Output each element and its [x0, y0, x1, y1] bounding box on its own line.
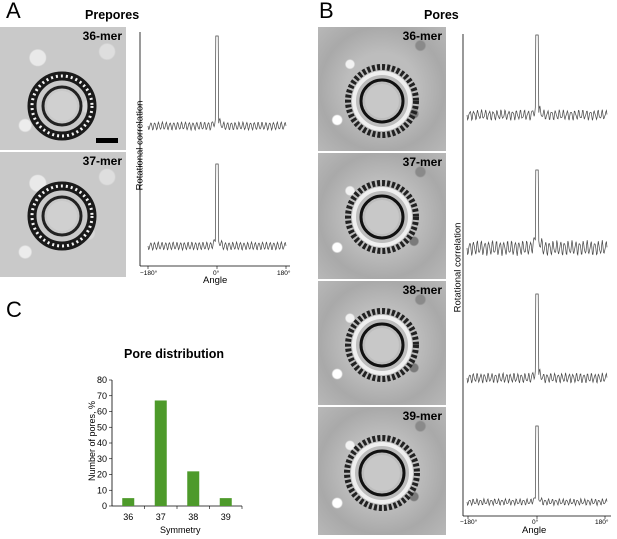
- pore-36-trace: [466, 34, 608, 122]
- bar-37: [154, 400, 167, 506]
- pore-38-trace: [466, 293, 608, 384]
- panel-b-xlabel: Angle: [522, 525, 547, 536]
- chart-ylabel: Number of pores, %: [87, 400, 97, 482]
- pore-39-ring: [344, 435, 420, 511]
- y-tick-label: 0: [102, 501, 107, 511]
- panel-a-xtick-right: 180°: [277, 270, 291, 277]
- pore-distribution-chart: 0 10 20 30 40 50 60 70 80 36 37 38 39: [97, 375, 243, 522]
- y-tick-label: 60: [97, 407, 107, 417]
- prepore-36-trace: [147, 35, 287, 132]
- y-tick-label: 80: [97, 375, 107, 385]
- panel-b-ylabel: Rotational correlation: [452, 222, 464, 313]
- pore-38-image: 38-mer: [318, 281, 446, 405]
- y-tick-label: 40: [97, 438, 107, 448]
- panel-a-xtick-left: −180°: [140, 270, 158, 277]
- prepore-36-image: 36-mer: [0, 27, 126, 150]
- pore-36-ring: [345, 64, 419, 138]
- panel-b-xtick-mid: 0°: [532, 519, 539, 526]
- pore-39-image: 39-mer: [318, 407, 446, 535]
- pore-38-ring: [345, 308, 419, 382]
- y-tick-label: 50: [97, 422, 107, 432]
- pore-36-image: 36-mer: [318, 27, 446, 151]
- y-tick-label: 70: [97, 391, 107, 401]
- x-tick-label: 37: [156, 512, 166, 522]
- panel-b-letter: B: [319, 0, 334, 23]
- prepore-37-label: 37-mer: [82, 154, 122, 168]
- pore-37-trace: [466, 169, 608, 256]
- prepore-36-label: 36-mer: [82, 29, 122, 43]
- pore-37-image: 37-mer: [318, 153, 446, 279]
- x-tick-label: 36: [123, 512, 133, 522]
- panel-c-letter: C: [6, 297, 22, 322]
- prepore-37-ring: [27, 181, 97, 251]
- prepore-37-image: 37-mer: [0, 152, 126, 277]
- panel-b-xtick-right: 180°: [595, 519, 609, 526]
- panel-a-xlabel: Angle: [203, 275, 228, 286]
- bar-39: [219, 498, 232, 506]
- panel-a-correlation-plot: [139, 32, 290, 269]
- chart-xlabel: Symmetry: [160, 525, 201, 535]
- panel-b-xtick-left: −180°: [460, 519, 478, 526]
- prepore-37-trace: [147, 163, 287, 252]
- pore-37-label: 37-mer: [402, 155, 442, 169]
- panel-a-ylabel: Rotational correlation: [134, 100, 146, 191]
- panel-a-xtick-mid: 0°: [213, 270, 220, 277]
- pore-39-trace: [466, 425, 608, 507]
- panel-b-title: Pores: [424, 8, 459, 22]
- panel-c-title: Pore distribution: [124, 347, 224, 361]
- bar-38: [187, 471, 200, 506]
- x-tick-label: 38: [188, 512, 198, 522]
- x-tick-label: 39: [221, 512, 231, 522]
- panel-a-title: Prepores: [85, 8, 140, 22]
- prepore-36-ring: [27, 71, 118, 143]
- pore-37-ring: [345, 180, 419, 254]
- panel-b-correlation-plot: [462, 34, 611, 519]
- scale-bar: [96, 138, 118, 143]
- pore-36-label: 36-mer: [402, 29, 442, 43]
- bar-36: [122, 498, 135, 506]
- y-tick-label: 20: [97, 470, 107, 480]
- y-tick-label: 10: [97, 485, 107, 495]
- y-tick-label: 30: [97, 454, 107, 464]
- panel-a-letter: A: [6, 0, 21, 23]
- pore-39-label: 39-mer: [402, 409, 442, 423]
- pore-38-label: 38-mer: [402, 283, 442, 297]
